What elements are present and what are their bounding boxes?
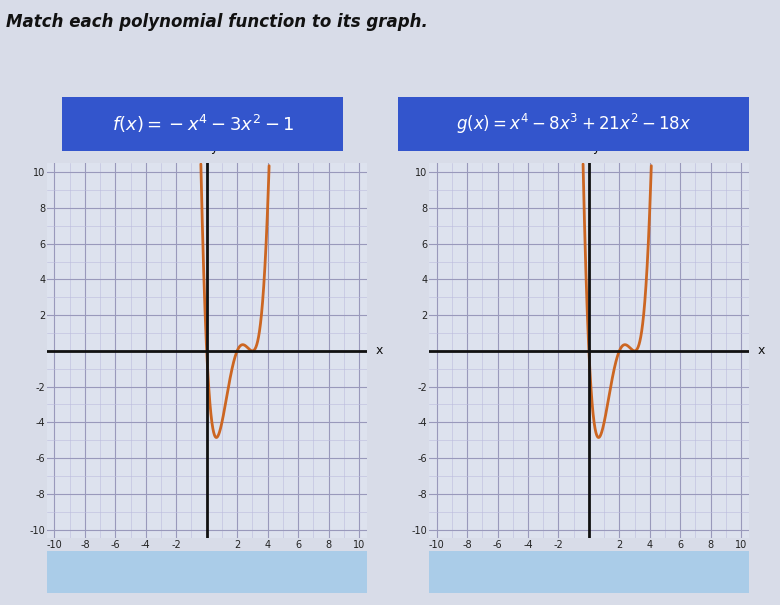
- Text: x: x: [376, 344, 383, 358]
- Text: y: y: [211, 142, 218, 154]
- Text: $f(x) = -x^4 - 3x^2 - 1$: $f(x) = -x^4 - 3x^2 - 1$: [112, 113, 294, 135]
- Text: x: x: [758, 344, 765, 358]
- Text: $g(x) = x^4 - 8x^3 + 21x^2 - 18x$: $g(x) = x^4 - 8x^3 + 21x^2 - 18x$: [456, 112, 691, 136]
- Text: Match each polynomial function to its graph.: Match each polynomial function to its gr…: [6, 13, 428, 31]
- Text: y: y: [593, 142, 600, 154]
